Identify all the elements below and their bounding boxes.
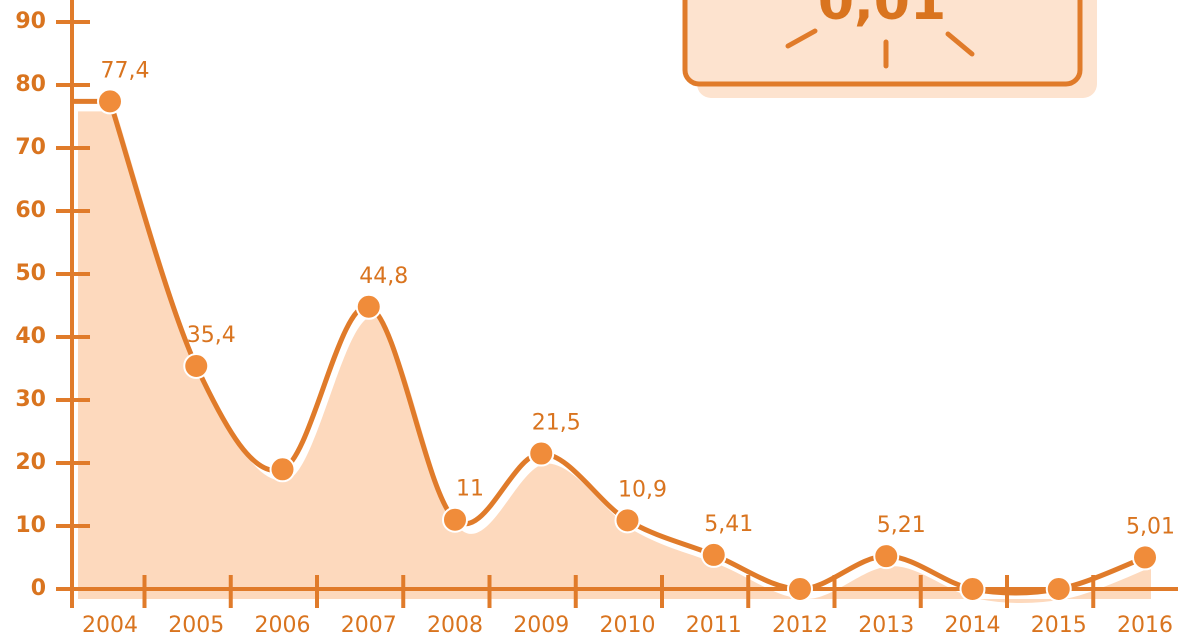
x-tick-label: 2013 (858, 613, 914, 637)
point (97, 88, 123, 115)
y-tick-label: 30 (15, 387, 46, 412)
callout-text: 0,01 (818, 0, 946, 32)
value-label: 35,4 (187, 323, 236, 348)
area (78, 111, 1151, 604)
point (1045, 576, 1072, 602)
point (183, 352, 210, 379)
y-tick-label: 70 (15, 135, 46, 160)
x-tick-label: 2006 (255, 613, 311, 637)
x-tick-label: 2015 (1031, 613, 1087, 637)
y-tick-label: 60 (15, 198, 46, 223)
point (787, 576, 813, 602)
point (355, 293, 382, 320)
x-tick-label: 2012 (772, 613, 828, 637)
y-tick-label: 20 (15, 450, 46, 475)
callout-rays (785, 28, 975, 69)
x-tick-label: 2011 (686, 613, 742, 637)
value-label: 44,8 (359, 264, 408, 289)
y-tick-label: 40 (15, 324, 46, 349)
value-label: 10,9 (618, 477, 667, 502)
callout-box (682, 0, 1083, 87)
value-label: 5,01 (1126, 514, 1175, 539)
x-tick-label: 2010 (600, 613, 656, 637)
y-tick-label: 80 (15, 72, 46, 97)
x-tick-label: 2005 (168, 613, 224, 637)
point (442, 506, 468, 533)
x-tick-label: 2008 (427, 613, 483, 637)
point (700, 541, 727, 568)
point (873, 543, 900, 570)
point (614, 507, 641, 534)
y-tick-label: 90 (15, 9, 46, 34)
value-label: 5,21 (877, 513, 926, 538)
x-tick-label: 2016 (1117, 613, 1173, 637)
value-label: 5,41 (704, 512, 753, 537)
y-tick-label: 10 (15, 513, 46, 538)
point (959, 576, 986, 602)
point (269, 456, 296, 483)
point (528, 440, 555, 467)
x-tick-label: 2007 (341, 613, 397, 637)
point (1132, 544, 1158, 571)
x-tick-label: 2009 (513, 613, 569, 637)
y-tick-label: 0 (31, 576, 46, 601)
x-tick-label: 2014 (945, 613, 1001, 637)
y-tick-label: 50 (15, 261, 46, 286)
value-label: 11 (456, 477, 484, 502)
x-tick-label: 2004 (82, 613, 138, 637)
value-label: 77,4 (101, 58, 150, 83)
value-label: 21,5 (532, 411, 581, 436)
